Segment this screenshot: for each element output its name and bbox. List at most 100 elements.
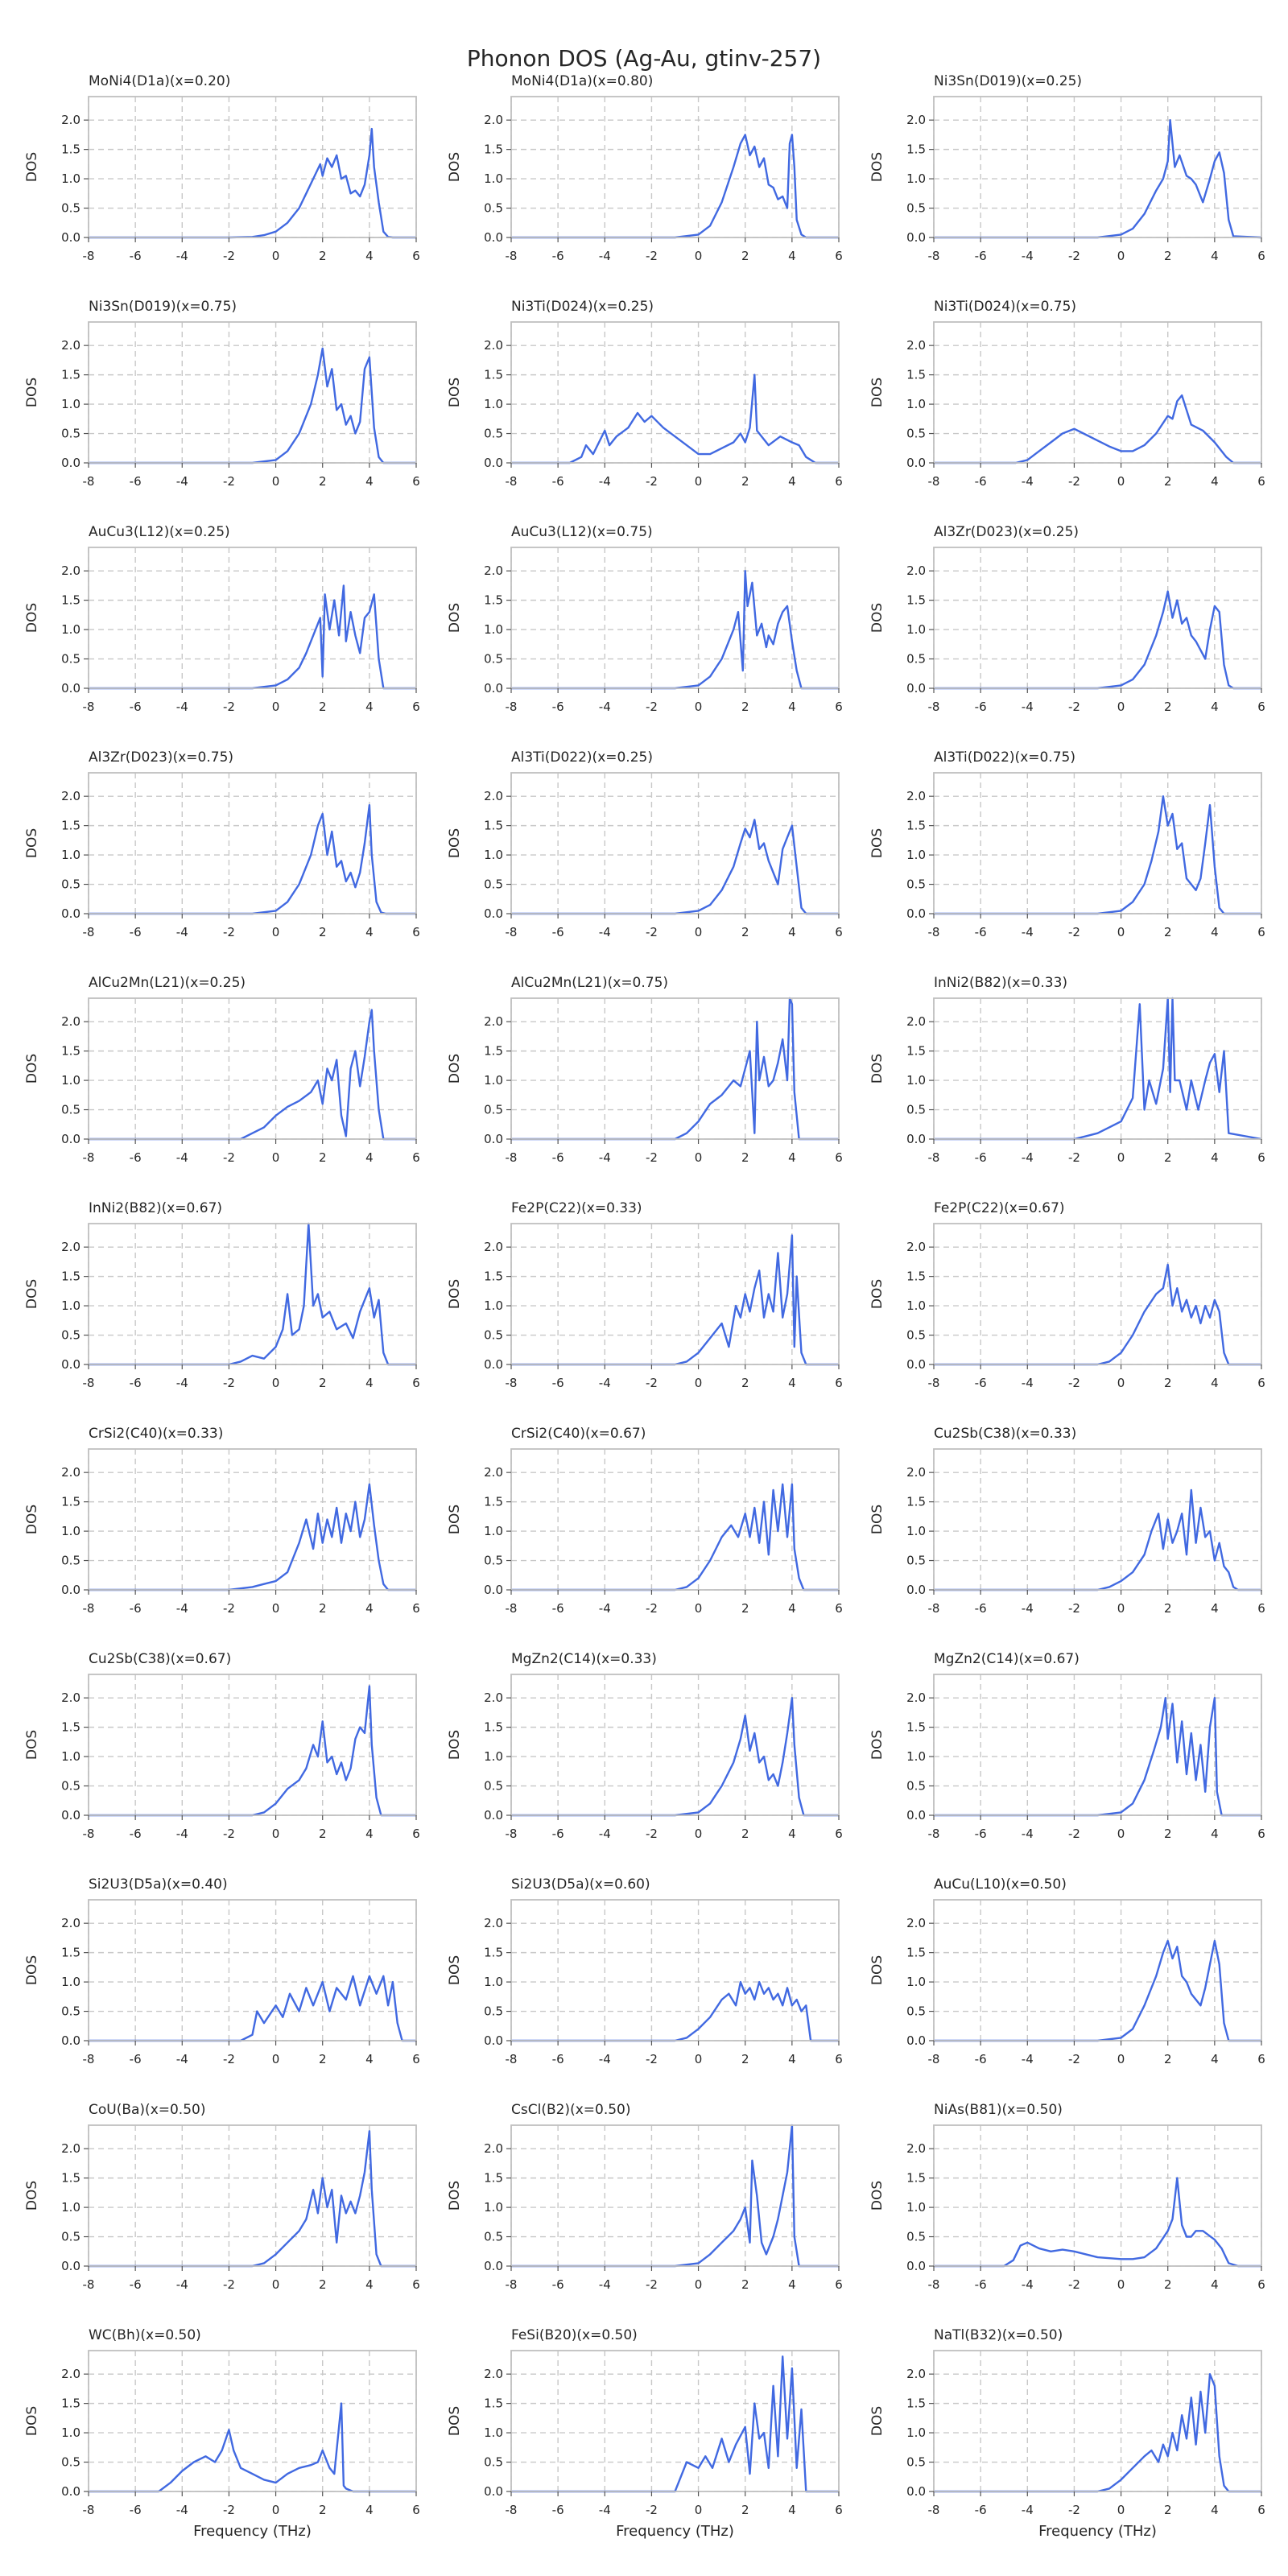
x-tick-label: -4 <box>176 249 188 263</box>
x-tick-label: 4 <box>788 1376 796 1390</box>
x-tick-label: -2 <box>646 2052 658 2066</box>
y-tick-label: 1.0 <box>61 2200 80 2215</box>
x-tick-label: 2 <box>1164 1827 1172 1841</box>
x-tick-label: -4 <box>1022 2052 1034 2066</box>
subplot-title: Al3Ti(D022)(x=0.75) <box>934 749 1075 766</box>
y-tick-label: 0.0 <box>906 230 926 245</box>
x-tick-label: -2 <box>1068 1376 1080 1390</box>
x-tick-label: 0 <box>1117 1601 1125 1616</box>
x-tick-label: 6 <box>412 1376 420 1390</box>
x-tick-label: -8 <box>506 1827 518 1841</box>
x-tick-label: -4 <box>176 474 188 489</box>
x-tick-label: -8 <box>928 1150 940 1165</box>
x-tick-label: -8 <box>506 1601 518 1616</box>
x-tick-label: -4 <box>1022 925 1034 939</box>
x-tick-label: 4 <box>1211 2052 1219 2066</box>
x-tick-label: 6 <box>412 2503 420 2517</box>
subplot: -8 -6 -4 -2 0 2 4 6 0.0 0.5 1.0 1.5 2.0 DOS Al3Zr(D023… <box>24 749 420 939</box>
x-tick-label: 2 <box>741 1827 749 1841</box>
plot-frame <box>510 1899 840 2041</box>
plot-frame <box>510 2350 840 2492</box>
subplot-title: Si2U3(D5a)(x=0.60) <box>511 1876 650 1893</box>
subplot-title: MoNi4(D1a)(x=0.20) <box>89 73 230 89</box>
x-tick-label: 4 <box>788 2503 796 2517</box>
x-tick-label: -8 <box>506 1150 518 1165</box>
x-tick-label: 6 <box>412 700 420 714</box>
plot-frame <box>88 1223 417 1365</box>
x-tick-label: 0 <box>272 2503 280 2517</box>
y-axis-label: DOS <box>24 1730 40 1760</box>
y-tick-label: 1.5 <box>484 2171 503 2186</box>
y-tick-label: 0.0 <box>484 2259 503 2273</box>
x-tick-label: -8 <box>83 1827 95 1841</box>
x-tick-label: -8 <box>928 2277 940 2292</box>
y-tick-label: 2.0 <box>906 789 926 803</box>
subplot-title: AuCu(L10)(x=0.50) <box>934 1876 1067 1893</box>
x-tick-label: 2 <box>741 474 749 489</box>
subplot-title: NiAs(B81)(x=0.50) <box>934 2102 1063 2118</box>
x-tick-label: 6 <box>412 2052 420 2066</box>
plot-frame <box>510 547 840 689</box>
y-tick-label: 2.0 <box>484 1240 503 1254</box>
y-tick-label: 1.0 <box>906 1975 926 1989</box>
dos-series-line <box>934 2372 1261 2493</box>
subplot-title: WC(Bh)(x=0.50) <box>89 2327 201 2343</box>
x-tick-label: 4 <box>365 925 374 939</box>
x-tick-label: -6 <box>975 1827 987 1841</box>
y-tick-label: 0.0 <box>61 2484 80 2499</box>
x-tick-label: -6 <box>975 2503 987 2517</box>
x-tick-label: -6 <box>552 2052 564 2066</box>
y-tick-label: 1.5 <box>61 1946 80 1960</box>
x-tick-label: -2 <box>223 1601 235 1616</box>
y-axis-label: DOS <box>24 2406 40 2436</box>
y-tick-label: 2.0 <box>906 2367 926 2381</box>
x-tick-label: -6 <box>130 1150 142 1165</box>
subplot-title: Al3Zr(D023)(x=0.25) <box>934 524 1079 540</box>
x-axis-label: Frequency (THz) <box>193 2523 312 2540</box>
y-tick-label: 0.5 <box>61 1779 80 1794</box>
x-axis-label: Frequency (THz) <box>616 2523 734 2540</box>
x-tick-label: -8 <box>928 2052 940 2066</box>
dos-series-line <box>934 394 1261 464</box>
y-tick-label: 1.0 <box>61 848 80 862</box>
x-tick-label: 4 <box>1211 2277 1219 2292</box>
y-tick-label: 1.0 <box>906 1073 926 1088</box>
plot-frame <box>933 321 1262 464</box>
x-tick-label: -2 <box>1068 474 1080 489</box>
x-tick-label: 4 <box>365 1827 374 1841</box>
dos-series-line <box>89 347 416 464</box>
y-tick-label: 1.0 <box>484 1975 503 1989</box>
y-tick-label: 0.0 <box>61 906 80 921</box>
dos-series-line <box>511 2355 839 2493</box>
x-tick-label: 2 <box>741 700 749 714</box>
x-tick-label: -2 <box>223 1150 235 1165</box>
x-tick-label: 0 <box>272 1601 280 1616</box>
subplot-title: AlCu2Mn(L21)(x=0.25) <box>89 975 246 991</box>
x-tick-label: 2 <box>319 1827 327 1841</box>
x-tick-label: 0 <box>272 2052 280 2066</box>
subplot-title: MgZn2(C14)(x=0.67) <box>934 1651 1080 1667</box>
plot-frame <box>933 2350 1262 2492</box>
y-axis-label: DOS <box>869 1505 886 1534</box>
x-tick-label: -2 <box>646 2503 658 2517</box>
x-tick-label: -8 <box>928 925 940 939</box>
y-tick-label: 1.5 <box>906 2396 926 2411</box>
x-tick-label: 0 <box>695 1150 703 1165</box>
y-tick-label: 0.5 <box>61 427 80 441</box>
x-tick-label: -2 <box>1068 925 1080 939</box>
x-tick-label: -6 <box>130 925 142 939</box>
x-tick-label: -8 <box>506 2052 518 2066</box>
subplot-title: CsCl(B2)(x=0.50) <box>511 2102 630 2118</box>
y-tick-label: 0.5 <box>61 1554 80 1568</box>
y-tick-label: 1.0 <box>906 848 926 862</box>
y-tick-label: 0.0 <box>484 906 503 921</box>
x-tick-label: 6 <box>1257 1601 1265 1616</box>
y-tick-label: 1.0 <box>484 1073 503 1088</box>
y-axis-label: DOS <box>869 828 886 858</box>
dos-series-line <box>511 1980 839 2042</box>
dos-series-line <box>89 1222 416 1366</box>
subplot-title: AuCu3(L12)(x=0.75) <box>511 524 653 540</box>
subplot: -8 -6 -4 -2 0 2 4 6 0.0 0.5 1.0 1.5 2.0 DOS AlCu2Mn(L2… <box>24 975 420 1165</box>
plot-frame <box>88 1448 417 1591</box>
